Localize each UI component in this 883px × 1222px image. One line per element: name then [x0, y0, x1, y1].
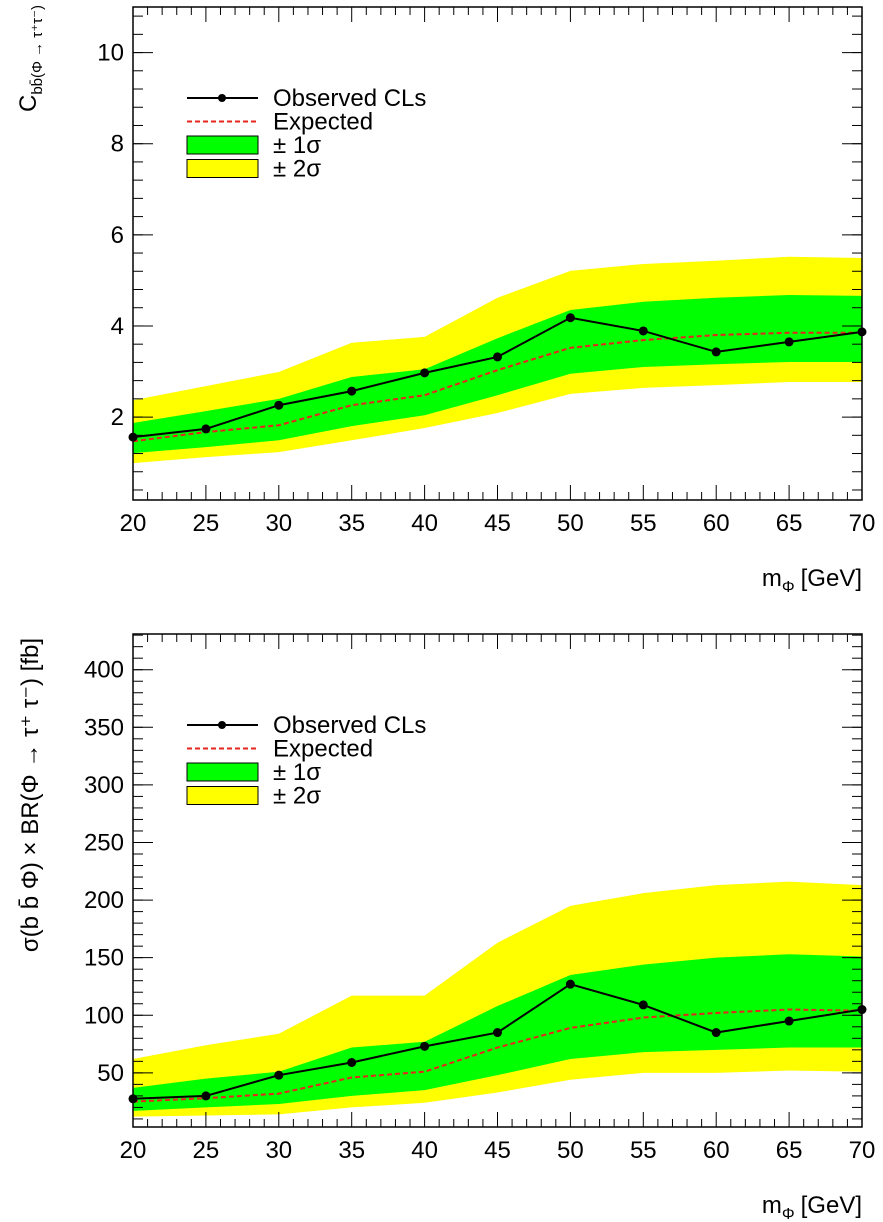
x-axis-title-sub: Φ: [782, 579, 795, 596]
y-tick-label: 250: [84, 829, 124, 856]
y-axis-title-sub: bb̄(Φ → τ⁺τ⁻): [29, 5, 46, 95]
marker: [784, 1016, 794, 1026]
y-tick-label: 200: [84, 887, 124, 914]
x-tick-label: 45: [484, 1137, 511, 1164]
marker: [274, 400, 284, 410]
legend-label: Expected: [273, 736, 373, 763]
x-tick-label: 30: [265, 1137, 292, 1164]
x-tick-label: 20: [120, 510, 147, 537]
x-axis-title: mΦ [GeV]: [762, 1192, 862, 1222]
marker: [420, 368, 430, 378]
band: [133, 881, 862, 1117]
legend-label: Observed CLs: [273, 85, 426, 112]
band: [133, 294, 862, 454]
x-tick-label: 45: [484, 510, 511, 537]
x-tick-label: 70: [849, 1137, 876, 1164]
y-axis-title-main: σ(b b̄ Φ) × BR(Φ → τ⁺ τ⁻) [fb]: [17, 638, 44, 952]
x-tick-label: 60: [703, 510, 730, 537]
marker: [638, 1000, 648, 1010]
legend-marker: [218, 721, 226, 729]
y-tick-label: 350: [84, 714, 124, 741]
marker: [711, 347, 721, 357]
y-axis-title-main: C: [15, 95, 42, 112]
x-axis-title-sub: Φ: [782, 1206, 795, 1222]
x-tick-label: 20: [120, 1137, 147, 1164]
y-tick-label: 50: [97, 1060, 124, 1087]
x-tick-label: 25: [193, 510, 220, 537]
y-tick-label: 6: [111, 222, 124, 249]
y-tick-label: 300: [84, 772, 124, 799]
x-axis-title-unit: [GeV]: [801, 1192, 862, 1219]
legend-swatch: [186, 135, 259, 155]
x-tick-label: 65: [776, 510, 803, 537]
legend-swatch: [186, 159, 259, 178]
y-tick-label: 10: [97, 40, 124, 67]
x-tick-label: 60: [703, 1137, 730, 1164]
y-tick-label: 100: [84, 1002, 124, 1029]
x-tick-label: 55: [630, 510, 657, 537]
x-axis-title-unit: [GeV]: [801, 565, 862, 592]
marker: [274, 1070, 284, 1080]
expected-line: [132, 331, 862, 443]
y-axis-title: Cbb̄(Φ → τ⁺τ⁻): [15, 5, 46, 112]
marker: [201, 1091, 211, 1101]
y-tick-label: 2: [111, 404, 124, 431]
marker: [711, 1028, 721, 1038]
x-tick-label: 65: [776, 1137, 803, 1164]
legend-label: Expected: [273, 109, 373, 136]
x-tick-label: 35: [338, 510, 365, 537]
legend-swatch: [186, 762, 259, 782]
legend-label: Observed CLs: [273, 712, 426, 739]
marker: [493, 1028, 502, 1038]
chart: 20 25 30 35 40 45 50 55 60 65 70 2 4 6 8 10 mΦ [GeV] Cbb̄(…: [15, 5, 875, 596]
expected-line: [132, 1008, 863, 1103]
marker: [420, 1041, 430, 1051]
marker: [784, 337, 794, 347]
marker: [347, 386, 357, 396]
x-tick-label: 55: [630, 1137, 657, 1164]
y-tick-label: 400: [84, 657, 124, 684]
chart: 20 25 30 35 40 45 50 55 60 65 70 50 100 150 200 250 300 3…: [17, 633, 876, 1222]
x-tick-label: 50: [557, 510, 584, 537]
x-axis-title: mΦ [GeV]: [762, 565, 862, 596]
legend-label: ± 1σ: [273, 132, 321, 159]
x-tick-label: 70: [849, 510, 876, 537]
marker: [638, 326, 648, 336]
y-tick-label: 4: [111, 313, 124, 340]
marker: [493, 352, 502, 362]
x-tick-label: 40: [411, 1137, 438, 1164]
x-tick-label: 40: [411, 510, 438, 537]
legend-label: ± 2σ: [273, 156, 321, 183]
marker: [347, 1057, 357, 1067]
x-tick-label: 35: [338, 1137, 365, 1164]
marker: [201, 424, 211, 434]
legend-marker: [218, 94, 226, 102]
y-axis-title: σ(b b̄ Φ) × BR(Φ → τ⁺ τ⁻) [fb]: [17, 638, 44, 952]
x-tick-label: 50: [557, 1137, 584, 1164]
x-tick-label: 25: [193, 1137, 220, 1164]
legend-label: ± 2σ: [273, 783, 321, 810]
legend-swatch: [186, 786, 259, 805]
y-tick-label: 8: [111, 131, 124, 158]
y-tick-label: 150: [84, 945, 124, 972]
marker: [565, 979, 575, 989]
marker: [565, 313, 575, 323]
x-axis-title-main: m: [762, 1192, 782, 1219]
x-axis-title-main: m: [762, 565, 782, 592]
x-tick-label: 30: [265, 510, 292, 537]
legend-label: ± 1σ: [273, 759, 321, 786]
